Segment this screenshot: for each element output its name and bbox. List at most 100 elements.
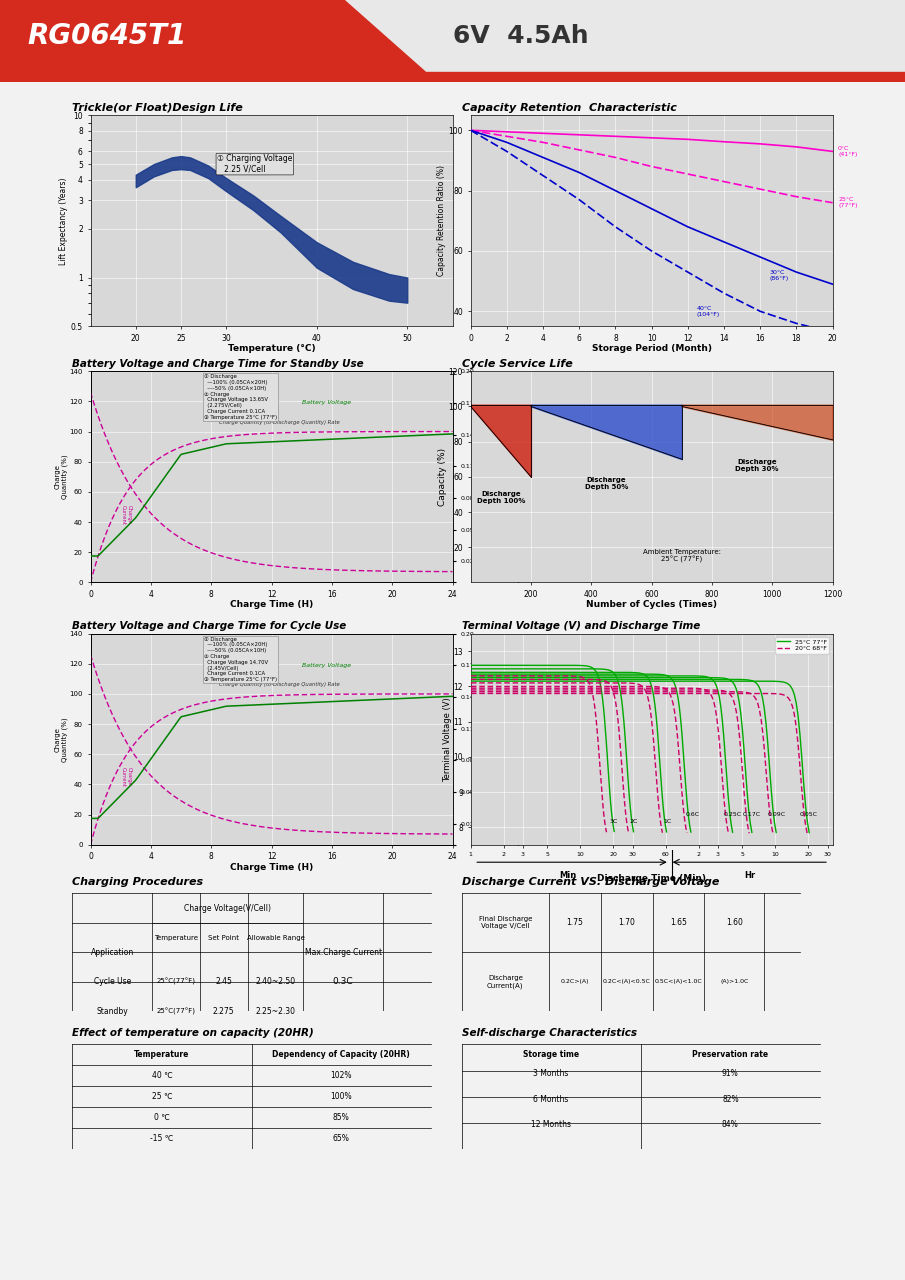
Y-axis label: Terminal Voltage (V): Terminal Voltage (V)	[443, 696, 452, 782]
Y-axis label: Battery Voltage
V/Per Cell: Battery Voltage V/Per Cell	[547, 718, 557, 760]
Text: 0.09C: 0.09C	[767, 812, 786, 817]
X-axis label: Charge Time (H): Charge Time (H)	[230, 863, 313, 872]
Text: Capacity Retention  Characteristic: Capacity Retention Characteristic	[462, 102, 676, 113]
Y-axis label: Capacity Retention Ratio (%): Capacity Retention Ratio (%)	[437, 165, 445, 276]
Text: Effect of temperature on capacity (20HR): Effect of temperature on capacity (20HR)	[72, 1028, 314, 1038]
Text: RG0645T1: RG0645T1	[27, 22, 186, 50]
Polygon shape	[344, 0, 425, 72]
Text: Application: Application	[90, 947, 134, 957]
Text: 40 ℃: 40 ℃	[152, 1071, 172, 1080]
Text: Charge
Current: Charge Current	[120, 504, 131, 525]
X-axis label: Charge Time (H): Charge Time (H)	[230, 600, 313, 609]
Text: Cycle Use: Cycle Use	[93, 977, 131, 987]
Text: Discharge
Depth 50%: Discharge Depth 50%	[585, 476, 628, 490]
Text: 1.60: 1.60	[726, 918, 743, 928]
Text: 2C: 2C	[630, 819, 638, 824]
Text: 2.25~2.30: 2.25~2.30	[255, 1006, 295, 1016]
Bar	[0, 72, 905, 82]
Text: 82%: 82%	[722, 1094, 738, 1103]
Text: Final Discharge
Voltage V/Cell: Final Discharge Voltage V/Cell	[479, 916, 532, 929]
Text: 0.5C<(A)<1.0C: 0.5C<(A)<1.0C	[654, 979, 702, 984]
Text: Min: Min	[559, 870, 577, 879]
Text: Discharge
Current(A): Discharge Current(A)	[487, 975, 524, 988]
Text: Hr: Hr	[744, 870, 755, 879]
Y-axis label: Charge
Current (CA): Charge Current (CA)	[474, 457, 485, 497]
Y-axis label: Lift Expectancy (Years): Lift Expectancy (Years)	[59, 177, 68, 265]
Text: 25°C(77°F): 25°C(77°F)	[157, 978, 195, 986]
Text: 3 Months: 3 Months	[533, 1069, 569, 1078]
Text: Battery Voltage: Battery Voltage	[301, 663, 351, 668]
Text: 6V  4.5Ah: 6V 4.5Ah	[452, 24, 588, 49]
Text: 12 Months: 12 Months	[531, 1120, 571, 1129]
Text: Ambient Temperature:
25°C (77°F): Ambient Temperature: 25°C (77°F)	[643, 549, 720, 563]
Text: Battery Voltage and Charge Time for Standby Use: Battery Voltage and Charge Time for Stan…	[72, 358, 364, 369]
Text: Terminal Voltage (V) and Discharge Time: Terminal Voltage (V) and Discharge Time	[462, 621, 700, 631]
Text: Allowable Range: Allowable Range	[246, 934, 304, 941]
Text: 25 ℃: 25 ℃	[152, 1092, 172, 1102]
Text: Standby: Standby	[96, 1006, 129, 1016]
Text: 2.45: 2.45	[215, 977, 233, 987]
Text: 84%: 84%	[722, 1120, 738, 1129]
Text: Charge Voltage(V/Cell): Charge Voltage(V/Cell)	[185, 904, 272, 913]
Text: Charge Quantity (to-Discharge Quantity) Rate: Charge Quantity (to-Discharge Quantity) …	[219, 682, 339, 687]
Text: Preservation rate: Preservation rate	[692, 1051, 768, 1060]
Text: 0.25C: 0.25C	[723, 812, 742, 817]
Text: 6 Months: 6 Months	[533, 1094, 569, 1103]
Text: 0.2C<(A)<0.5C: 0.2C<(A)<0.5C	[603, 979, 651, 984]
Text: Set Point: Set Point	[208, 934, 239, 941]
Y-axis label: Charge
Quantity (%): Charge Quantity (%)	[54, 717, 68, 762]
Text: Charging Procedures: Charging Procedures	[72, 877, 204, 887]
Text: 0.05C: 0.05C	[800, 812, 818, 817]
Text: Storage time: Storage time	[523, 1051, 579, 1060]
Text: 2.275: 2.275	[213, 1006, 234, 1016]
Text: Charge Quantity (to-Discharge Quantity) Rate: Charge Quantity (to-Discharge Quantity) …	[219, 420, 339, 425]
Text: 3C: 3C	[609, 819, 617, 824]
Text: Charge
Current: Charge Current	[120, 767, 131, 787]
Text: 25°C
(77°F): 25°C (77°F)	[838, 197, 858, 209]
Text: Self-discharge Characteristics: Self-discharge Characteristics	[462, 1028, 636, 1038]
X-axis label: Storage Period (Month): Storage Period (Month)	[592, 344, 711, 353]
Text: 0.6C: 0.6C	[685, 812, 700, 817]
Text: Battery Voltage and Charge Time for Cycle Use: Battery Voltage and Charge Time for Cycl…	[72, 621, 347, 631]
Text: Battery Voltage: Battery Voltage	[301, 401, 351, 406]
Text: 40°C
(104°F): 40°C (104°F)	[697, 306, 720, 316]
Text: 102%: 102%	[330, 1071, 352, 1080]
Text: 0°C
(41°F): 0°C (41°F)	[838, 146, 857, 157]
Y-axis label: Battery Voltage
V/Per Cell: Battery Voltage V/Per Cell	[547, 456, 557, 498]
Text: 30°C
(86°F): 30°C (86°F)	[769, 270, 788, 280]
Text: Cycle Service Life: Cycle Service Life	[462, 358, 572, 369]
Text: 25°C(77°F): 25°C(77°F)	[157, 1007, 195, 1015]
Text: Max.Charge Current: Max.Charge Current	[305, 947, 382, 957]
Text: 85%: 85%	[333, 1114, 349, 1123]
Text: ① Charging Voltage
   2.25 V/Cell: ① Charging Voltage 2.25 V/Cell	[217, 155, 292, 174]
Bar	[0, 0, 344, 72]
Text: Discharge
Depth 30%: Discharge Depth 30%	[736, 460, 779, 472]
Text: -15 ℃: -15 ℃	[150, 1134, 174, 1143]
X-axis label: Discharge Time (Min): Discharge Time (Min)	[597, 874, 706, 883]
Text: ① Discharge
  —100% (0.05CA×20H)
  ----50% (0.05CA×10H)
② Charge
  Charge Voltag: ① Discharge —100% (0.05CA×20H) ----50% (…	[204, 374, 277, 420]
Text: 0.2C>(A): 0.2C>(A)	[561, 979, 589, 984]
Text: 1C: 1C	[663, 819, 672, 824]
Text: 91%: 91%	[722, 1069, 738, 1078]
Text: (A)>1.0C: (A)>1.0C	[720, 979, 748, 984]
Y-axis label: Capacity (%): Capacity (%)	[438, 448, 447, 506]
Text: Discharge
Depth 100%: Discharge Depth 100%	[477, 490, 525, 504]
Text: 65%: 65%	[333, 1134, 349, 1143]
Text: 1.75: 1.75	[567, 918, 584, 928]
Legend: 25°C 77°F, 20°C 68°F: 25°C 77°F, 20°C 68°F	[775, 636, 830, 654]
X-axis label: Temperature (°C): Temperature (°C)	[228, 344, 315, 353]
Text: 0 ℃: 0 ℃	[154, 1114, 170, 1123]
Y-axis label: Charge
Current (CA): Charge Current (CA)	[474, 719, 485, 759]
Text: Dependency of Capacity (20HR): Dependency of Capacity (20HR)	[272, 1051, 410, 1060]
Text: 1.65: 1.65	[670, 918, 687, 928]
Text: Trickle(or Float)Design Life: Trickle(or Float)Design Life	[72, 102, 243, 113]
Text: Temperature: Temperature	[154, 934, 198, 941]
Y-axis label: Charge
Quantity (%): Charge Quantity (%)	[54, 454, 68, 499]
Text: 0.3C: 0.3C	[333, 977, 354, 987]
Text: Temperature: Temperature	[134, 1051, 190, 1060]
Text: 0.17C: 0.17C	[742, 812, 760, 817]
Text: 1.70: 1.70	[618, 918, 635, 928]
X-axis label: Number of Cycles (Times): Number of Cycles (Times)	[586, 600, 717, 609]
Text: ① Discharge
  —100% (0.05CA×20H)
  ----50% (0.05CA×10H)
② Charge
  Charge Voltag: ① Discharge —100% (0.05CA×20H) ----50% (…	[204, 636, 277, 682]
Text: 2.40~2.50: 2.40~2.50	[255, 977, 296, 987]
